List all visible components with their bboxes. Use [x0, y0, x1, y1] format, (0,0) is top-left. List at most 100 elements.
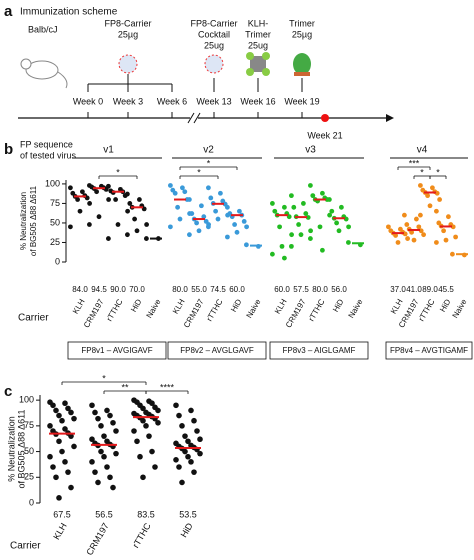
data-point [168, 183, 173, 188]
data-point [197, 450, 203, 457]
immunogen-box [67, 341, 167, 360]
y-tick-label: 25 [24, 472, 34, 482]
data-point [237, 208, 242, 214]
data-point [289, 243, 294, 249]
data-point [225, 204, 230, 210]
x-tick-label: rTTHC [105, 297, 125, 322]
data-point [308, 236, 313, 241]
data-point [329, 208, 335, 214]
y-axis-label: % Neutralization [19, 192, 28, 250]
data-point [56, 412, 62, 419]
data-point [386, 224, 391, 230]
header: of tested virus [20, 150, 77, 160]
klh-trimer-icon [246, 52, 270, 76]
data-point [411, 237, 417, 243]
data-point [89, 402, 95, 409]
data-point [132, 216, 138, 222]
y-tick-label: 50 [50, 217, 60, 227]
panel-label: a [4, 3, 13, 20]
axis-break [193, 112, 201, 124]
data-point [434, 208, 439, 214]
data-point [213, 208, 219, 214]
significance-label: * [420, 167, 424, 177]
data-point [71, 415, 77, 422]
data-point [110, 484, 116, 491]
immunogen-label: FP8v2 – AVGLGAVF [180, 346, 254, 355]
data-point [87, 222, 92, 227]
y-axis-label: of BG505 Δ88 Δ611 [29, 185, 38, 256]
data-point [125, 232, 130, 238]
data-point [289, 232, 294, 238]
data-point [175, 204, 181, 210]
x-tick-label: HiD [229, 297, 244, 313]
data-point [418, 183, 423, 188]
data-point [68, 484, 74, 491]
data-point [289, 193, 294, 199]
data-point [176, 412, 182, 419]
data-point [393, 233, 398, 238]
data-point [59, 417, 65, 424]
data-point [47, 453, 53, 460]
y-tick-label: 100 [19, 395, 34, 405]
data-point [62, 459, 68, 465]
data-point [188, 407, 194, 414]
data-point [92, 469, 98, 475]
data-point [270, 201, 275, 206]
data-point [339, 204, 344, 210]
data-point [270, 251, 275, 257]
data-point [113, 428, 119, 434]
significance-label: * [102, 373, 106, 383]
carrier-icon [118, 54, 224, 74]
x-tick-label: CRM197 [84, 521, 110, 557]
data-point [185, 453, 191, 460]
data-point [110, 419, 116, 426]
data-point [131, 428, 137, 434]
median-label: 94.5 [91, 285, 107, 294]
data-point [95, 479, 101, 486]
x-tick-label: HiD [438, 297, 453, 313]
data-point [201, 214, 207, 220]
header: FP sequence [20, 139, 73, 149]
median-label: 56.5 [95, 509, 113, 519]
data-point [303, 211, 309, 216]
data-point [395, 240, 401, 245]
data-point [65, 405, 71, 412]
x-tick-label: Naive [245, 297, 263, 320]
data-point [113, 450, 119, 457]
data-point [140, 405, 146, 412]
week-label: Week 21 [307, 130, 342, 140]
immunogen-label: Cocktail [198, 29, 230, 39]
timeline-title: Immunization scheme [20, 7, 118, 18]
data-point [47, 423, 53, 429]
data-point [188, 459, 194, 465]
data-point [443, 237, 449, 243]
data-point [89, 436, 95, 443]
immunogen-box [167, 341, 267, 360]
median-label: 56.0 [331, 285, 347, 294]
data-point [140, 417, 146, 424]
data-point [402, 212, 407, 218]
immunogen-label: FP8v1 – AVGIGAVF [81, 346, 152, 355]
data-point [56, 438, 62, 445]
data-point [187, 197, 192, 202]
data-point [80, 189, 85, 195]
data-point [194, 220, 200, 226]
significance-label: * [197, 167, 201, 177]
immunogen-label: Trimer [289, 18, 315, 28]
x-tick-label: HiD [179, 521, 195, 539]
week-label: Week 3 [113, 96, 143, 106]
data-point [53, 474, 59, 481]
data-point [244, 242, 249, 248]
data-point [434, 240, 439, 245]
data-point [310, 193, 316, 199]
x-axis-label: Carrier [18, 313, 49, 324]
median-label: 89.0 [422, 285, 438, 294]
data-point [149, 400, 155, 407]
data-point [143, 423, 149, 429]
data-point [418, 212, 423, 218]
data-point [421, 232, 426, 238]
median-label: 67.5 [53, 509, 71, 519]
group-label: v2 [203, 145, 214, 156]
data-point [50, 464, 56, 470]
data-point [234, 229, 240, 235]
